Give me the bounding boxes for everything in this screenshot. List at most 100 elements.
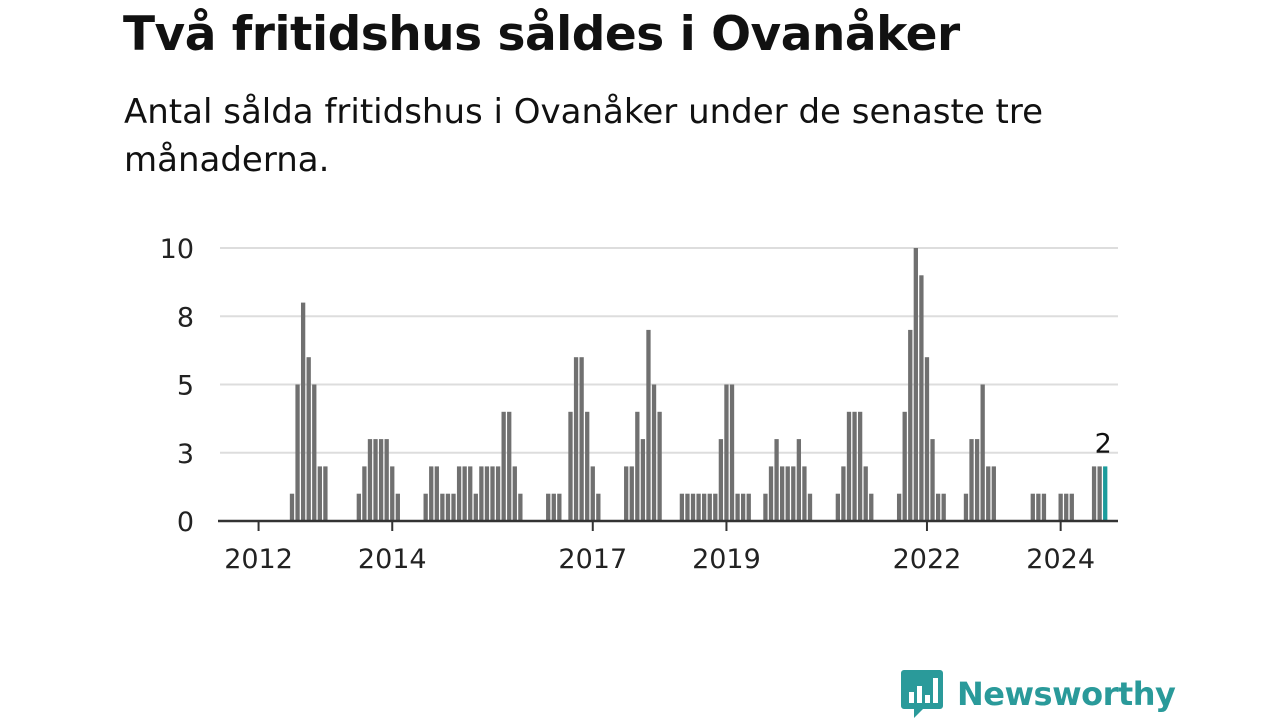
bar: [512, 466, 517, 521]
bar: [323, 466, 328, 521]
bar: [289, 493, 295, 521]
bar: [707, 493, 712, 521]
bar: [624, 466, 629, 521]
bar: [724, 384, 729, 521]
bar-value-label: 2: [1095, 428, 1112, 459]
bar: [440, 493, 445, 521]
bar-highlight: [1103, 466, 1108, 521]
newsworthy-logo-icon: [901, 670, 943, 718]
bar: [679, 493, 685, 521]
bar: [573, 357, 579, 521]
chart-title: Två fritidshus såldes i Ovanåker: [123, 7, 960, 62]
bar: [306, 357, 311, 521]
bar: [896, 493, 902, 521]
bar: [596, 493, 601, 521]
bar: [1069, 493, 1074, 521]
bar: [802, 466, 807, 521]
bar: [473, 493, 478, 521]
bar: [395, 493, 400, 521]
bar: [746, 493, 751, 521]
bar: [551, 493, 556, 521]
bar: [1091, 466, 1097, 521]
bar: [462, 466, 467, 521]
bar: [930, 439, 935, 521]
bar: [657, 411, 662, 521]
bar: [384, 439, 389, 521]
bar: [484, 466, 490, 521]
bar: [685, 493, 690, 521]
bar: [702, 493, 707, 521]
x-tick-label: 2024: [1026, 544, 1095, 575]
y-tick-label: 10: [160, 234, 194, 265]
bar: [785, 466, 790, 521]
bar: [791, 466, 796, 521]
bar: [986, 466, 991, 521]
bar: [479, 466, 484, 521]
x-tick-label: 2019: [692, 544, 761, 575]
bar: [941, 493, 946, 521]
bar: [780, 466, 785, 521]
bar: [490, 466, 495, 521]
bar: [919, 275, 924, 521]
bar: [585, 411, 590, 521]
bar: [908, 329, 913, 521]
bar: [852, 411, 857, 521]
bar: [963, 493, 969, 521]
bar: [796, 439, 802, 521]
bar: [629, 466, 634, 521]
bar: [390, 466, 395, 521]
bar: [378, 439, 384, 521]
bar: [317, 466, 322, 521]
bar: [362, 466, 367, 521]
bar: [763, 493, 768, 521]
bar: [1036, 493, 1041, 521]
bar: [980, 384, 985, 521]
bar: [924, 357, 930, 521]
x-tick-label: 2017: [558, 544, 627, 575]
bar: [729, 384, 735, 521]
bar: [991, 466, 996, 521]
bar: [768, 466, 774, 521]
x-tick-label: 2012: [224, 544, 293, 575]
bar: [635, 411, 640, 521]
bar: [434, 466, 439, 521]
bar: [518, 493, 523, 521]
bar: [356, 493, 361, 521]
bar: [835, 493, 840, 521]
bar: [451, 493, 456, 521]
bar: [640, 439, 646, 521]
y-tick-label: 5: [177, 371, 194, 402]
y-tick-label: 8: [177, 302, 194, 333]
bar: [913, 248, 918, 521]
bar: [646, 329, 651, 521]
bar: [1064, 493, 1069, 521]
bar: [445, 493, 451, 521]
bar: [295, 384, 300, 521]
bar: [367, 439, 373, 521]
bar: [312, 384, 317, 521]
bar: [774, 439, 779, 521]
bar: [568, 411, 573, 521]
y-tick-label: 3: [177, 439, 194, 470]
bar: [741, 493, 746, 521]
x-tick-label: 2014: [358, 544, 427, 575]
bar: [423, 493, 428, 521]
bar: [735, 493, 740, 521]
bar: [857, 411, 863, 521]
bar: [974, 439, 980, 521]
bar: [429, 466, 434, 521]
chart-subtitle: Antal sålda fritidshus i Ovanåker under …: [124, 92, 1044, 180]
bar: [846, 411, 852, 521]
bar: [696, 493, 701, 521]
bar: [1058, 493, 1063, 521]
bar: [718, 439, 724, 521]
bar: [869, 493, 874, 521]
bar: [841, 466, 846, 521]
bar: [863, 466, 868, 521]
bar: [902, 411, 907, 521]
bar: [969, 439, 974, 521]
bar: [935, 493, 941, 521]
bar: [507, 411, 512, 521]
bar: [1041, 493, 1047, 521]
